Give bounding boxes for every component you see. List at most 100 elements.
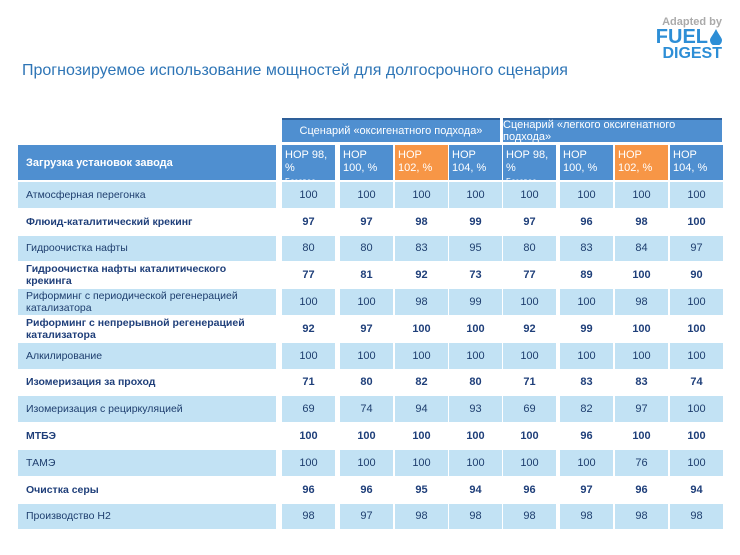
cell-value: 100 bbox=[282, 423, 335, 449]
cell-value: 97 bbox=[340, 208, 393, 235]
cell-value: 96 bbox=[282, 476, 335, 503]
cell-value: 83 bbox=[560, 235, 613, 262]
row-label: Изомеризация с рециркуляцией bbox=[18, 396, 276, 423]
cell-value: 100 bbox=[340, 423, 393, 449]
cell-value: 100 bbox=[395, 450, 448, 476]
logo-drop bbox=[710, 29, 722, 45]
row-label: Атмосферная перегонка bbox=[18, 182, 276, 208]
cell-value: 84 bbox=[615, 235, 668, 262]
cell-value: 100 bbox=[340, 450, 393, 476]
cell-value: 76 bbox=[615, 450, 668, 476]
cell-value: 100 bbox=[670, 289, 723, 315]
cell-value: 99 bbox=[449, 289, 502, 315]
cell-value: 100 bbox=[449, 450, 502, 476]
cell-value: 80 bbox=[340, 369, 393, 396]
cell-value: 98 bbox=[282, 503, 335, 530]
cell-value: 100 bbox=[670, 316, 723, 342]
cell-value: 100 bbox=[670, 182, 723, 208]
cell-value: 98 bbox=[395, 208, 448, 235]
column-label: НОР 104, % bbox=[673, 149, 708, 174]
cell-value: 98 bbox=[615, 289, 668, 315]
cell-value: 90 bbox=[670, 262, 723, 289]
row-header: Загрузка установок завода bbox=[18, 145, 276, 180]
cell-value: 89 bbox=[560, 262, 613, 289]
column-label: НОР 98, % bbox=[285, 149, 328, 174]
cell-value: 100 bbox=[449, 423, 502, 449]
cell-value: 96 bbox=[340, 476, 393, 503]
cell-value: 73 bbox=[449, 262, 502, 289]
cell-value: 100 bbox=[670, 423, 723, 449]
cell-value: 80 bbox=[449, 369, 502, 396]
title: Прогнозируемое использование мощностей д… bbox=[22, 62, 568, 79]
cell-value: 93 bbox=[449, 396, 502, 423]
cell-value: 96 bbox=[560, 208, 613, 235]
cell-value: 74 bbox=[340, 396, 393, 423]
cell-value: 100 bbox=[615, 316, 668, 342]
cell-value: 97 bbox=[503, 208, 556, 235]
cell-value: 100 bbox=[340, 289, 393, 315]
cell-value: 69 bbox=[282, 396, 335, 423]
row-label: Изомеризация за проход bbox=[18, 369, 276, 396]
cell-value: 82 bbox=[395, 369, 448, 396]
logo: Adapted by FUEL DIGEST bbox=[656, 16, 722, 62]
cell-value: 100 bbox=[449, 182, 502, 208]
cell-value: 100 bbox=[282, 182, 335, 208]
column-header: НОР 100, % bbox=[340, 145, 393, 180]
row-label: Гидроочистка нафты каталитического креки… bbox=[18, 262, 276, 289]
cell-value: 83 bbox=[560, 369, 613, 396]
column-header: НОР 102, % bbox=[615, 145, 668, 180]
cell-value: 98 bbox=[670, 503, 723, 530]
cell-value: 100 bbox=[615, 262, 668, 289]
cell-value: 95 bbox=[395, 476, 448, 503]
cell-value: 100 bbox=[503, 423, 556, 449]
cell-value: 83 bbox=[395, 235, 448, 262]
row-label: Очистка серы bbox=[18, 476, 276, 503]
column-header: НОР 104, % bbox=[670, 145, 723, 180]
cell-value: 100 bbox=[670, 450, 723, 476]
row-label: Гидроочистка нафты bbox=[18, 235, 276, 262]
column-label: НОР 104, % bbox=[452, 149, 487, 174]
column-header: НОР 98, %Базовое 10% bbox=[282, 145, 335, 199]
cell-value: 100 bbox=[503, 289, 556, 315]
cell-value: 100 bbox=[560, 289, 613, 315]
cell-value: 98 bbox=[560, 503, 613, 530]
scenario-title: Сценарий «оксигенатного подхода» bbox=[282, 118, 500, 142]
cell-value: 80 bbox=[503, 235, 556, 262]
row-label: Алкилирование bbox=[18, 342, 276, 369]
cell-value: 77 bbox=[503, 262, 556, 289]
cell-value: 98 bbox=[395, 503, 448, 530]
cell-value: 97 bbox=[340, 316, 393, 342]
cell-value: 98 bbox=[615, 503, 668, 530]
cell-value: 82 bbox=[560, 396, 613, 423]
cell-value: 69 bbox=[503, 396, 556, 423]
cell-value: 92 bbox=[282, 316, 335, 342]
cell-value: 74 bbox=[670, 369, 723, 396]
cell-value: 100 bbox=[395, 316, 448, 342]
cell-value: 97 bbox=[340, 503, 393, 530]
cell-value: 80 bbox=[282, 235, 335, 262]
cell-value: 94 bbox=[449, 476, 502, 503]
cell-value: 94 bbox=[670, 476, 723, 503]
cell-value: 100 bbox=[395, 182, 448, 208]
cell-value: 100 bbox=[503, 182, 556, 208]
cell-value: 97 bbox=[560, 476, 613, 503]
cell-value: 100 bbox=[670, 342, 723, 369]
cell-value: 96 bbox=[615, 476, 668, 503]
row-label: ТАМЭ bbox=[18, 450, 276, 476]
cell-value: 97 bbox=[670, 235, 723, 262]
cell-value: 71 bbox=[282, 369, 335, 396]
cell-value: 92 bbox=[395, 262, 448, 289]
cell-value: 100 bbox=[340, 182, 393, 208]
cell-value: 100 bbox=[449, 316, 502, 342]
cell-value: 100 bbox=[615, 423, 668, 449]
row-label: Риформинг с непрерывной регенерацией кат… bbox=[18, 316, 276, 342]
cell-value: 96 bbox=[560, 423, 613, 449]
cell-value: 96 bbox=[503, 476, 556, 503]
cell-value: 92 bbox=[503, 316, 556, 342]
logo-caption: Adapted by bbox=[662, 16, 722, 28]
logo-line1: FUEL bbox=[656, 27, 722, 47]
cell-value: 100 bbox=[282, 342, 335, 369]
cell-value: 100 bbox=[395, 423, 448, 449]
cell-value: 100 bbox=[560, 342, 613, 369]
